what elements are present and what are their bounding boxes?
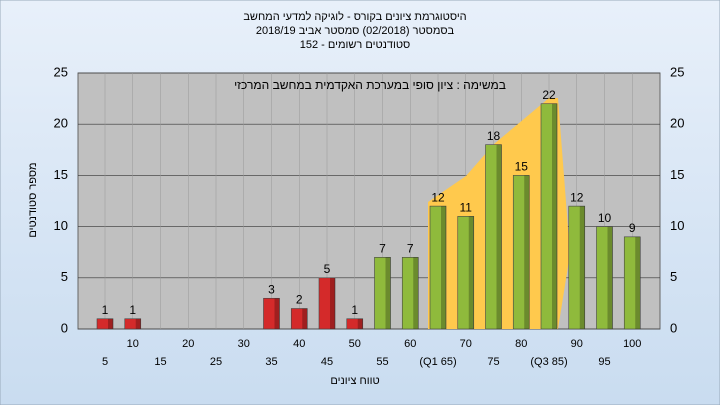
data-label: 22 bbox=[542, 88, 556, 102]
bar bbox=[124, 318, 142, 330]
bar bbox=[596, 226, 613, 330]
bar-shade bbox=[135, 318, 141, 329]
bar-shade bbox=[302, 308, 308, 329]
data-label: 11 bbox=[460, 201, 473, 215]
x-tick-label: (Q1 65) bbox=[419, 356, 456, 368]
x-tick-label: 5 bbox=[102, 356, 108, 368]
x-tick-label: 45 bbox=[321, 356, 333, 368]
x-tick-label: 50 bbox=[349, 338, 361, 350]
bar bbox=[512, 175, 530, 330]
y2-tick-label: 20 bbox=[670, 116, 684, 131]
y-tick-label: 0 bbox=[61, 320, 68, 335]
bar-shade bbox=[274, 298, 280, 329]
data-label: 1 bbox=[102, 303, 109, 317]
bar-shade bbox=[579, 206, 585, 329]
bar bbox=[374, 257, 391, 330]
bar-shade bbox=[635, 236, 641, 329]
bar-shade bbox=[330, 277, 335, 329]
y-tick-label: 5 bbox=[61, 269, 68, 284]
bar bbox=[457, 216, 475, 330]
data-label: 9 bbox=[629, 221, 636, 235]
y-tick-label: 10 bbox=[54, 218, 68, 233]
y2-tick-label: 0 bbox=[670, 320, 677, 335]
x-tick-label: 10 bbox=[127, 338, 139, 350]
bar bbox=[485, 144, 502, 330]
x-tick-label: 20 bbox=[182, 338, 194, 350]
x-tick-label: 25 bbox=[210, 356, 222, 368]
bar-shade bbox=[357, 318, 363, 329]
x-tick-label: 60 bbox=[404, 338, 416, 350]
x-tick-label: 75 bbox=[487, 356, 499, 368]
x-tick-label: 55 bbox=[376, 356, 388, 368]
x-tick-label: 30 bbox=[238, 338, 250, 350]
data-label: 1 bbox=[129, 303, 136, 317]
x-tick-label: 100 bbox=[623, 338, 641, 350]
x-tick-label: 35 bbox=[265, 356, 277, 368]
data-label: 2 bbox=[296, 293, 303, 307]
data-label: 7 bbox=[379, 241, 386, 255]
y2-tick-label: 5 bbox=[670, 269, 677, 284]
data-label: 18 bbox=[487, 129, 501, 143]
data-label: 5 bbox=[324, 262, 331, 276]
y2-tick-label: 15 bbox=[670, 167, 684, 182]
data-label: 12 bbox=[570, 190, 584, 204]
data-label: 7 bbox=[407, 241, 414, 255]
bar bbox=[263, 297, 280, 330]
bar bbox=[401, 257, 419, 330]
bar bbox=[429, 205, 447, 330]
bar-shade bbox=[441, 206, 446, 329]
bar-shade bbox=[385, 257, 391, 329]
annotation: במשימה : ציון סופי במערכת האקדמית במחשב … bbox=[234, 78, 506, 92]
bar bbox=[290, 308, 308, 330]
bar-shade bbox=[524, 175, 530, 329]
bar bbox=[568, 205, 586, 330]
bar bbox=[96, 318, 114, 330]
data-label: 1 bbox=[351, 303, 358, 317]
bar-shade bbox=[468, 216, 474, 329]
bar-shade bbox=[413, 257, 419, 329]
x-tick-label: (Q3 85) bbox=[530, 356, 567, 368]
bar-shade bbox=[607, 226, 613, 329]
y-tick-label: 25 bbox=[54, 64, 68, 79]
y-axis-label: מספר סטודנטים bbox=[27, 162, 39, 237]
bar bbox=[540, 103, 558, 330]
x-tick-label: 40 bbox=[293, 338, 305, 350]
data-label: 12 bbox=[431, 190, 445, 204]
bar bbox=[318, 277, 336, 330]
bar bbox=[346, 318, 364, 330]
data-label: 15 bbox=[515, 160, 529, 174]
y2-tick-label: 10 bbox=[670, 218, 684, 233]
y-tick-label: 20 bbox=[54, 116, 68, 131]
data-label: 10 bbox=[598, 211, 612, 225]
title-line: סטודנטים רשומים - 152 bbox=[300, 39, 411, 51]
bar-shade bbox=[108, 318, 113, 329]
x-tick-label: 95 bbox=[598, 356, 610, 368]
data-label: 3 bbox=[268, 282, 275, 296]
x-tick-label: 70 bbox=[460, 338, 472, 350]
y2-tick-label: 25 bbox=[670, 64, 684, 79]
x-tick-label: 80 bbox=[515, 338, 527, 350]
x-axis-label: טווח ציונים bbox=[330, 375, 379, 387]
x-tick-label: 90 bbox=[571, 338, 583, 350]
title-line: היסטוגרמת ציונים בקורס - לוגיקה למדעי המ… bbox=[243, 10, 466, 23]
bar bbox=[623, 236, 641, 330]
y-tick-label: 15 bbox=[54, 167, 68, 182]
x-tick-label: 15 bbox=[154, 356, 166, 368]
bar-shade bbox=[552, 103, 557, 329]
bar-shade bbox=[496, 144, 502, 329]
title-line: בסמסטר (02/2018) סמסטר אביב 2018/19 bbox=[256, 25, 455, 37]
